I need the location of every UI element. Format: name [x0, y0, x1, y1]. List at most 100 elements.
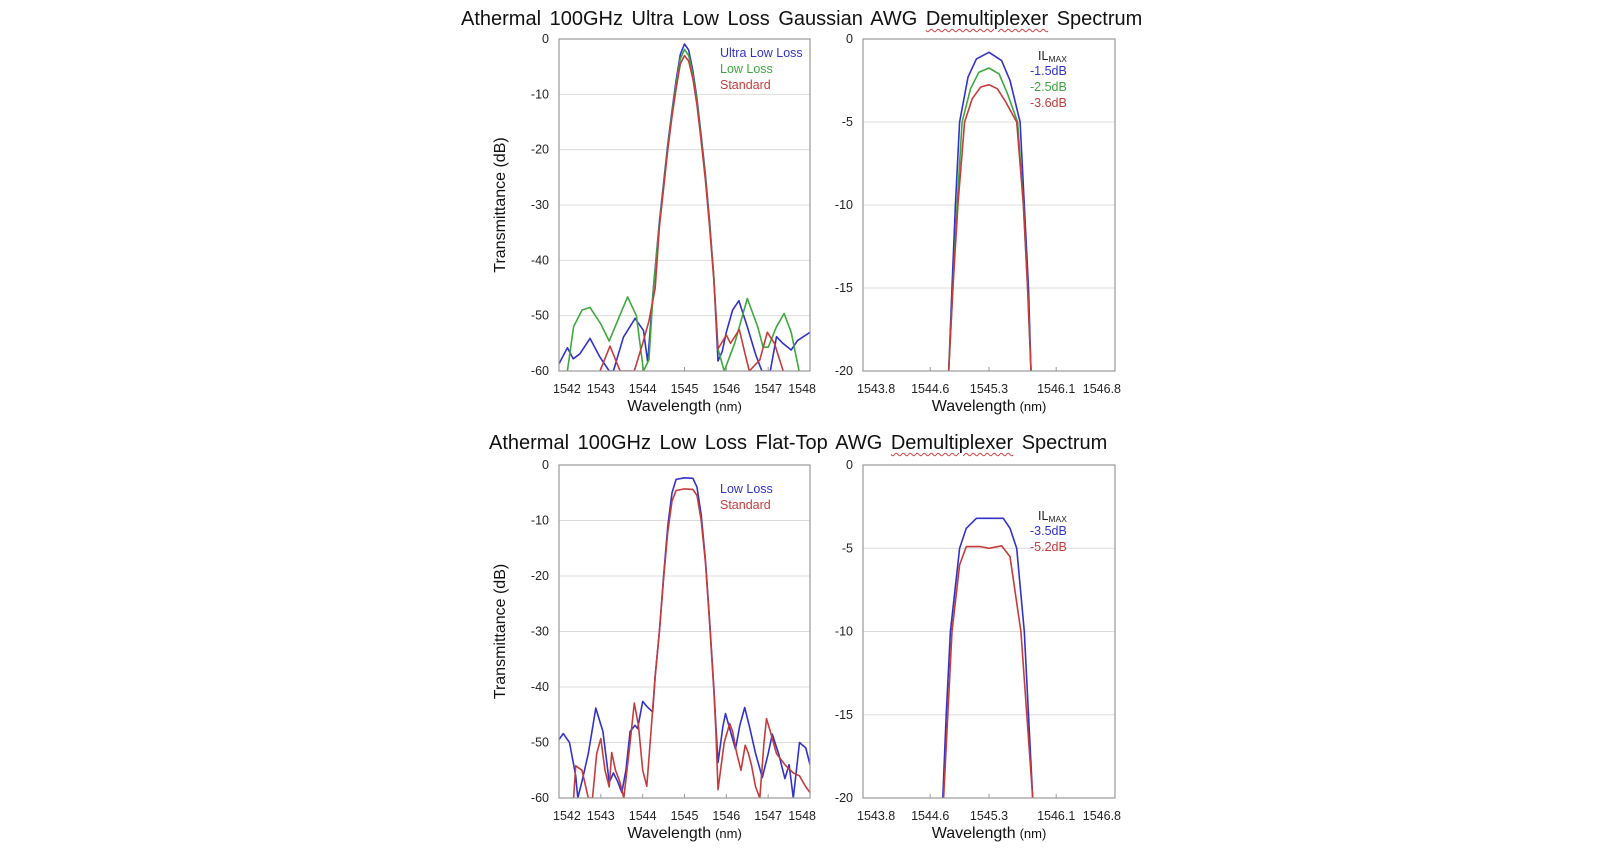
series-line-series-1 [942, 517, 1034, 798]
title-part: Athermal 100GHz Low Loss Flat-Top AWG [489, 432, 883, 454]
il-max-value: -5.2dB [1030, 540, 1067, 554]
y-tick-label: -60 [531, 791, 549, 805]
y-tick-label: 0 [542, 32, 549, 46]
x-axis-unit: (nm) [715, 826, 742, 841]
x-axis-unit: (nm) [715, 399, 742, 414]
y-axis-label: Transmittance (dB) [492, 564, 509, 699]
x-axis-label-text: Wavelength [932, 398, 1016, 415]
x-tick-label: 1544.6 [911, 809, 949, 823]
y-tick-label: -20 [835, 364, 853, 378]
y-tick-label: 0 [846, 32, 853, 46]
x-tick-label: 1545 [671, 809, 699, 823]
plot-frame [862, 38, 1116, 372]
x-tick-label: 1545.3 [970, 809, 1008, 823]
figure-title-flattop: Athermal 100GHz Low Loss Flat-Top AWG De… [489, 432, 1107, 455]
chart-2: 0 -5 -10 -15 -20 1543.8 1544.6 1545.3 1546.1 1546… [835, 32, 1121, 415]
x-tick-label: 1546.1 [1037, 809, 1075, 823]
y-tick-label: -5 [842, 115, 853, 129]
y-tick-label: -60 [531, 364, 549, 378]
y-tick-label: -10 [531, 514, 549, 528]
y-tick-label: -15 [835, 708, 853, 722]
x-tick-label: 1546 [712, 809, 740, 823]
title-part: Athermal 100GHz Ultra Low Loss Gaussian … [461, 8, 918, 30]
series-line-low-loss [566, 48, 800, 371]
x-axis-label: Wavelength (nm) [627, 825, 742, 842]
y-axis-label: Transmittance (dB) [492, 137, 509, 272]
il-max-value: -2.5dB [1030, 80, 1067, 94]
y-tick-label: -30 [531, 625, 549, 639]
il-max-header: ILMAX [1038, 49, 1067, 64]
legend-entry: Ultra Low Loss [720, 46, 803, 60]
title-part: Spectrum [1021, 432, 1108, 454]
x-tick-label: 1542 [553, 809, 581, 823]
x-tick-label: 1543 [587, 382, 615, 396]
series-line-series-2 [942, 545, 1034, 798]
legend-entry: Standard [720, 498, 771, 512]
series-line-ultra-low-loss [559, 43, 810, 371]
x-tick-label: 1543.8 [857, 382, 895, 396]
il-max-value: -3.5dB [1030, 524, 1067, 538]
y-tick-label: -40 [531, 680, 549, 694]
figure-title-gaussian: Athermal 100GHz Ultra Low Loss Gaussian … [461, 8, 1142, 31]
legend-entry: Standard [720, 78, 771, 92]
x-tick-label: 1545 [671, 382, 699, 396]
x-axis-label-text: Wavelength [932, 825, 1016, 842]
y-tick-label: 0 [846, 458, 853, 472]
series-line-series-1 [947, 51, 1032, 371]
y-tick-label: -10 [531, 87, 549, 101]
y-tick-label: -10 [835, 625, 853, 639]
y-tick-label: -50 [531, 309, 549, 323]
x-tick-label: 1544.6 [911, 382, 949, 396]
x-tick-label: 1543 [587, 809, 615, 823]
x-axis-unit: (nm) [1020, 826, 1047, 841]
x-axis-label-text: Wavelength [627, 398, 711, 415]
x-tick-label: 1544 [629, 382, 657, 396]
il-max-value: -1.5dB [1030, 64, 1067, 78]
y-tick-label: -50 [531, 736, 549, 750]
x-tick-label: 1547 [754, 809, 782, 823]
x-tick-label: 1542 [553, 382, 581, 396]
x-tick-label: 1546.1 [1037, 382, 1075, 396]
series-line-series-3 [947, 83, 1032, 371]
y-tick-label: -10 [835, 198, 853, 212]
x-tick-label: 1546.8 [1083, 382, 1121, 396]
title-misspelled-word: Demultiplexer [925, 8, 1049, 30]
legend-entry: Low Loss [720, 482, 773, 496]
legend-entry: Low Loss [720, 62, 773, 76]
x-tick-label: 1545.3 [970, 382, 1008, 396]
series-line-standard [599, 54, 784, 371]
y-tick-label: -20 [835, 791, 853, 805]
title-misspelled-word: Demultiplexer [890, 432, 1014, 454]
x-tick-label: 1548 [788, 382, 816, 396]
plot-frame [558, 464, 811, 799]
y-tick-label: -15 [835, 281, 853, 295]
y-tick-label: -20 [531, 569, 549, 583]
chart-1: 0 -10 -20 -30 -40 -50 -60 1542 1543 1544 1545 1546 1… [492, 32, 816, 415]
x-axis-label: Wavelength (nm) [932, 825, 1047, 842]
plot-frame [558, 38, 811, 372]
y-tick-label: -30 [531, 198, 549, 212]
y-tick-label: -20 [531, 143, 549, 157]
il-max-value: -3.6dB [1030, 96, 1067, 110]
series-line-low-loss [559, 477, 810, 798]
x-tick-label: 1547 [754, 382, 782, 396]
x-tick-label: 1546 [712, 382, 740, 396]
series-line-standard [572, 488, 810, 798]
x-axis-label: Wavelength (nm) [932, 398, 1047, 415]
plot-frame [862, 464, 1116, 799]
x-tick-label: 1544 [629, 809, 657, 823]
x-axis-label-text: Wavelength [627, 825, 711, 842]
x-tick-label: 1548 [788, 809, 816, 823]
y-tick-label: -40 [531, 253, 549, 267]
il-max-header: ILMAX [1038, 509, 1067, 524]
x-axis-label: Wavelength (nm) [627, 398, 742, 415]
y-tick-label: -5 [842, 541, 853, 555]
title-part: Spectrum [1056, 8, 1143, 30]
x-tick-label: 1543.8 [857, 809, 895, 823]
x-tick-label: 1546.8 [1083, 809, 1121, 823]
chart-3: 0 -10 -20 -30 -40 -50 -60 1542 1543 1544 1545 1546 1… [492, 458, 816, 842]
x-axis-unit: (nm) [1020, 399, 1047, 414]
chart-4: 0 -5 -10 -15 -20 1543.8 1544.6 1545.3 1546.1 1546… [835, 458, 1121, 842]
y-tick-label: 0 [542, 458, 549, 472]
